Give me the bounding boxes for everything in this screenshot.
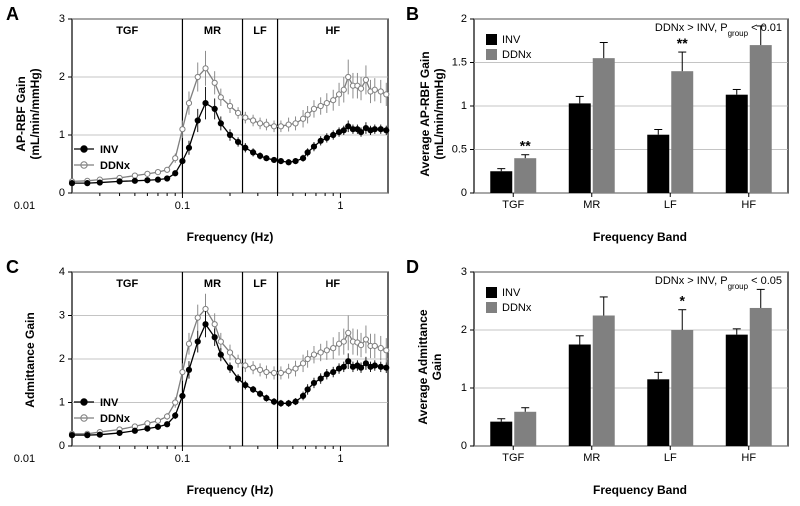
svg-text:DDNx > INV, Pgroup < 0.05: DDNx > INV, Pgroup < 0.05: [655, 275, 782, 291]
svg-text:1: 1: [461, 100, 467, 112]
panel-b: B Average AP-RBF Gain(mL/min/mmHg) 00.51…: [400, 0, 800, 253]
svg-text:0: 0: [59, 440, 65, 452]
svg-text:TGF: TGF: [502, 199, 524, 211]
figure-grid: A AP-RBF Gain(mL/min/mmHg) 01230.010.11T…: [0, 0, 800, 506]
svg-text:1: 1: [59, 397, 65, 409]
svg-text:0.1: 0.1: [175, 453, 190, 465]
panel-b-xlabel: Frequency Band: [550, 230, 730, 244]
svg-text:MR: MR: [583, 199, 600, 211]
svg-text:2: 2: [59, 71, 65, 83]
svg-text:DDNx > INV, Pgroup < 0.01: DDNx > INV, Pgroup < 0.01: [655, 22, 782, 38]
svg-text:DDNx: DDNx: [100, 160, 131, 172]
svg-text:*: *: [680, 293, 686, 309]
panel-a: A AP-RBF Gain(mL/min/mmHg) 01230.010.11T…: [0, 0, 400, 253]
panel-a-chart: 0 1 2 3 0.01 0.1 1 TGF MR LF HF INV DDNx: [0, 5, 400, 235]
svg-text:3: 3: [59, 310, 65, 322]
panel-c-xlabel: Frequency (Hz): [140, 483, 320, 497]
svg-text:DDNx: DDNx: [502, 302, 532, 314]
svg-text:**: **: [520, 138, 531, 154]
svg-text:INV: INV: [502, 287, 521, 299]
svg-text:3: 3: [461, 266, 467, 278]
svg-text:LF: LF: [253, 25, 267, 37]
panel-d-chart: 0 1 2 3 TGF MR * LF HF DDNx > INV, Pgroup < 0.05 I…: [400, 258, 800, 488]
panel-d-xlabel: Frequency Band: [550, 483, 730, 497]
svg-text:INV: INV: [502, 34, 521, 46]
svg-text:LF: LF: [253, 278, 267, 290]
svg-text:0: 0: [461, 440, 467, 452]
svg-text:1: 1: [59, 129, 65, 141]
svg-text:HF: HF: [741, 452, 756, 464]
svg-text:1: 1: [337, 453, 343, 465]
svg-text:HF: HF: [325, 25, 340, 37]
svg-text:0.5: 0.5: [452, 144, 467, 156]
svg-text:DDNx: DDNx: [100, 413, 131, 425]
panel-d: D Average AdmittanceGain 0123TGFMR*LFHFD…: [400, 253, 800, 506]
svg-text:TGF: TGF: [502, 452, 524, 464]
svg-text:1: 1: [461, 382, 467, 394]
svg-text:2: 2: [461, 13, 467, 25]
svg-text:2: 2: [59, 353, 65, 365]
panel-c: C Admittance Gain 012340.010.11TGFMRLFHF…: [0, 253, 400, 506]
svg-text:MR: MR: [583, 452, 600, 464]
svg-text:HF: HF: [325, 278, 340, 290]
svg-text:3: 3: [59, 13, 65, 25]
svg-text:DDNx: DDNx: [502, 49, 532, 61]
svg-text:0.01: 0.01: [14, 453, 35, 465]
svg-text:HF: HF: [741, 199, 756, 211]
svg-text:MR: MR: [204, 25, 221, 37]
svg-text:1: 1: [337, 200, 343, 212]
svg-text:4: 4: [59, 266, 65, 278]
svg-text:0.1: 0.1: [175, 200, 190, 212]
svg-text:0: 0: [461, 187, 467, 199]
svg-text:**: **: [677, 35, 688, 51]
svg-text:0: 0: [59, 187, 65, 199]
svg-text:INV: INV: [100, 397, 119, 409]
svg-text:MR: MR: [204, 278, 221, 290]
svg-text:TGF: TGF: [116, 278, 138, 290]
svg-text:2: 2: [461, 324, 467, 336]
svg-text:0.01: 0.01: [14, 200, 35, 212]
svg-text:TGF: TGF: [116, 25, 138, 37]
panel-c-chart: 0 1 2 3 4 0.01 0.1 1 TGF MR LF HF INV DDNx: [0, 258, 400, 488]
svg-text:LF: LF: [664, 452, 677, 464]
panel-b-chart: 0 0.5 1 1.5 2 ** TGF MR ** LF HF DDNx > INV, Pgroup…: [400, 5, 800, 235]
svg-text:INV: INV: [100, 144, 119, 156]
svg-text:LF: LF: [664, 199, 677, 211]
panel-a-xlabel: Frequency (Hz): [140, 230, 320, 244]
svg-text:1.5: 1.5: [452, 57, 467, 69]
